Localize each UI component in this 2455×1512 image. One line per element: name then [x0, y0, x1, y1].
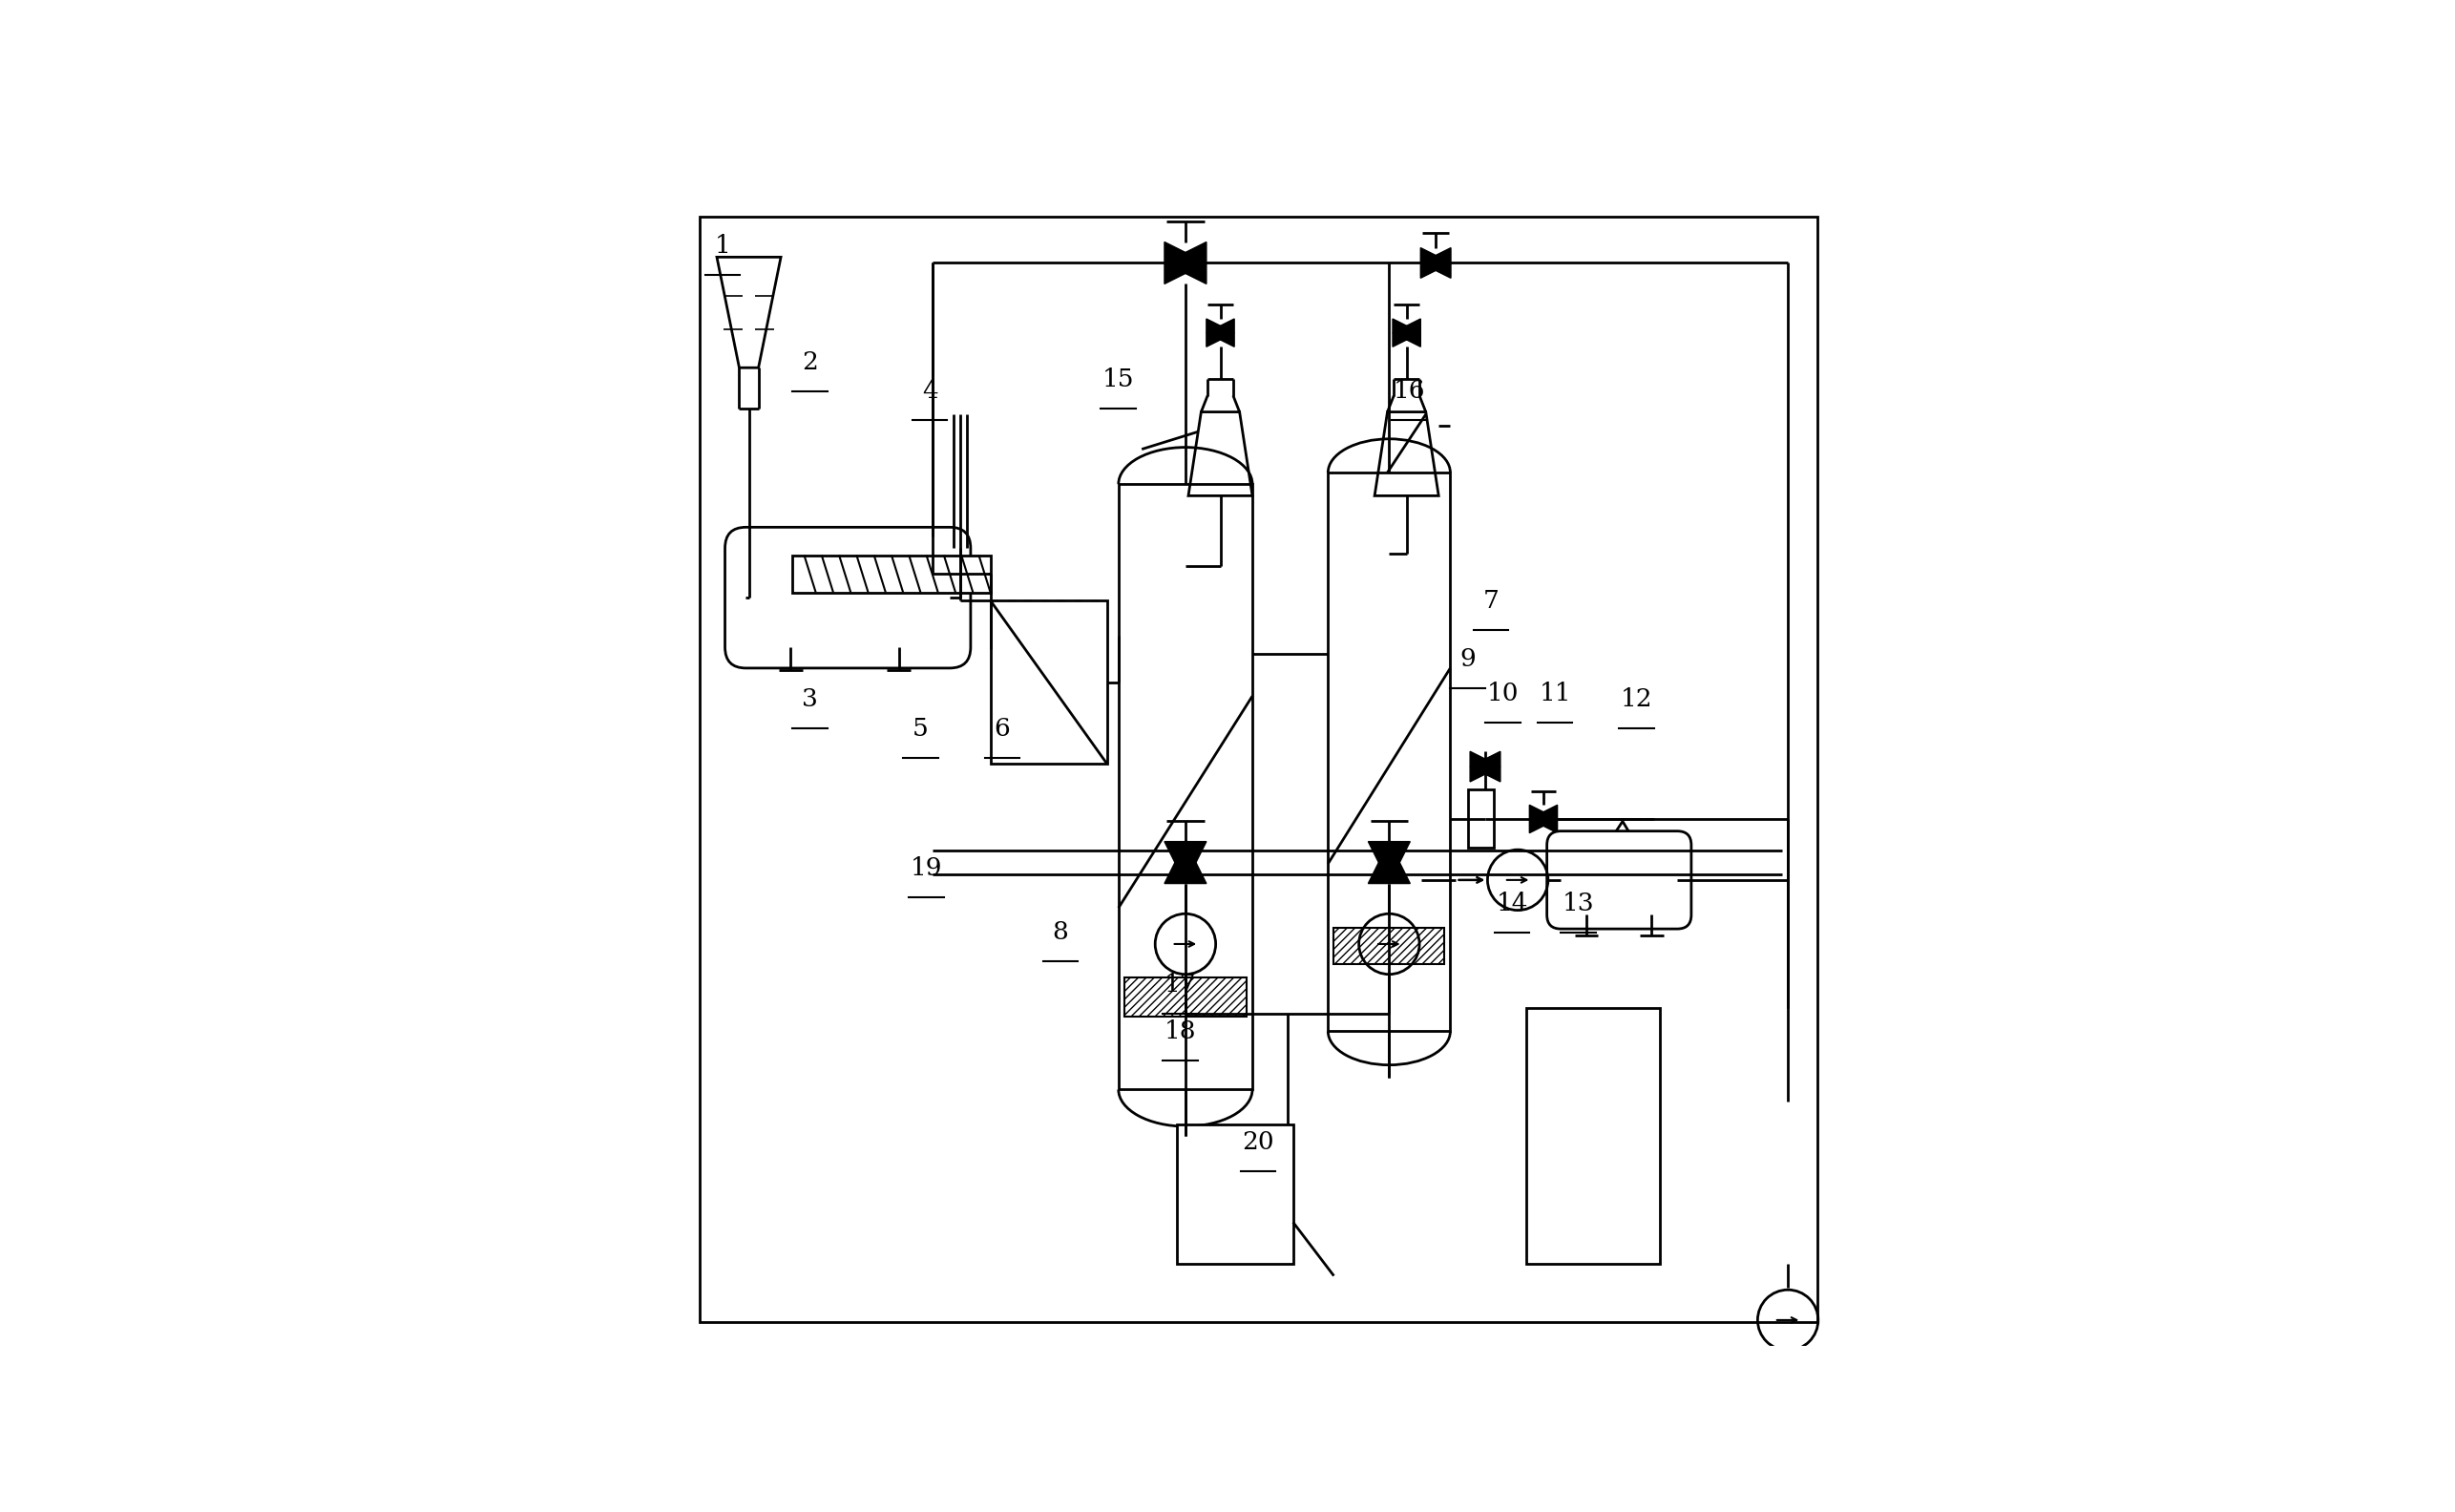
Polygon shape — [1367, 842, 1409, 883]
Text: 9: 9 — [1461, 647, 1475, 671]
Polygon shape — [1164, 842, 1205, 883]
Text: 15: 15 — [1102, 367, 1134, 392]
Polygon shape — [1421, 248, 1451, 278]
FancyBboxPatch shape — [1547, 832, 1691, 928]
Bar — [1124, 978, 1247, 1018]
Text: 14: 14 — [1495, 892, 1527, 915]
Polygon shape — [1471, 751, 1500, 782]
Text: 12: 12 — [1620, 688, 1652, 712]
Text: 16: 16 — [1394, 380, 1426, 402]
Polygon shape — [1164, 242, 1205, 284]
Bar — [1328, 472, 1451, 1031]
Bar — [989, 600, 1107, 764]
Polygon shape — [1471, 751, 1500, 782]
Bar — [793, 555, 989, 593]
Text: 7: 7 — [1483, 588, 1500, 612]
Polygon shape — [1529, 804, 1556, 833]
Text: 10: 10 — [1488, 682, 1520, 706]
Polygon shape — [1421, 248, 1451, 278]
Text: 18: 18 — [1164, 1019, 1196, 1043]
Bar — [1333, 928, 1444, 965]
Polygon shape — [1205, 319, 1235, 346]
Polygon shape — [1529, 804, 1556, 833]
Polygon shape — [1392, 319, 1421, 346]
Text: 8: 8 — [1053, 921, 1068, 945]
Polygon shape — [1164, 842, 1205, 883]
Text: 3: 3 — [803, 688, 818, 712]
Text: 19: 19 — [911, 856, 943, 880]
Polygon shape — [1367, 842, 1409, 883]
Text: 6: 6 — [994, 717, 1009, 741]
Text: 4: 4 — [923, 380, 938, 402]
Bar — [1176, 1125, 1294, 1264]
Bar — [1527, 1009, 1660, 1264]
Text: 13: 13 — [1561, 892, 1593, 915]
Text: 5: 5 — [913, 717, 928, 741]
Text: 20: 20 — [1242, 1129, 1274, 1154]
Bar — [1119, 484, 1252, 1090]
Text: 1: 1 — [714, 233, 732, 257]
Polygon shape — [1164, 242, 1205, 284]
Bar — [1468, 789, 1493, 848]
FancyBboxPatch shape — [724, 528, 970, 668]
Text: 11: 11 — [1539, 682, 1571, 706]
Polygon shape — [1205, 319, 1235, 346]
Text: 17: 17 — [1164, 972, 1196, 996]
Polygon shape — [1392, 319, 1421, 346]
Text: 2: 2 — [803, 349, 818, 373]
